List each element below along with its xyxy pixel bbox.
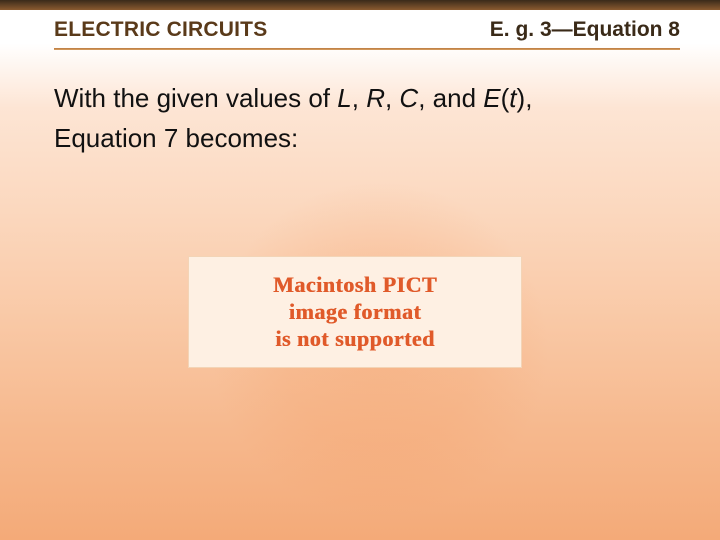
slide: ELECTRIC CIRCUITS E. g. 3—Equation 8 Wit…: [0, 0, 720, 540]
pict-line-2: image format: [289, 299, 421, 325]
body-line-1: With the given values of L, R, C, and E(…: [54, 78, 666, 118]
header-title-right: E. g. 3—Equation 8: [490, 18, 680, 42]
body-text: , and: [418, 83, 483, 113]
body-text: ,: [525, 83, 532, 113]
top-accent-bar: [0, 0, 720, 10]
var-C: C: [399, 83, 418, 113]
slide-body: With the given values of L, R, C, and E(…: [54, 78, 666, 159]
slide-header: ELECTRIC CIRCUITS E. g. 3—Equation 8: [54, 18, 680, 42]
pict-placeholder-box: Macintosh PICT image format is not suppo…: [188, 256, 522, 368]
body-text: ,: [352, 83, 366, 113]
pict-line-3: is not supported: [275, 326, 435, 352]
pict-line-1: Macintosh PICT: [273, 272, 437, 298]
var-t: t: [509, 83, 516, 113]
body-line-2: Equation 7 becomes:: [54, 118, 666, 158]
var-R: R: [366, 83, 385, 113]
body-text: ,: [385, 83, 399, 113]
body-text: ): [517, 83, 526, 113]
body-text: (: [501, 83, 510, 113]
var-E: E: [483, 83, 500, 113]
body-text: With the given values of: [54, 83, 337, 113]
var-L: L: [337, 83, 351, 113]
header-underline: [54, 48, 680, 50]
header-title-left: ELECTRIC CIRCUITS: [54, 18, 267, 42]
